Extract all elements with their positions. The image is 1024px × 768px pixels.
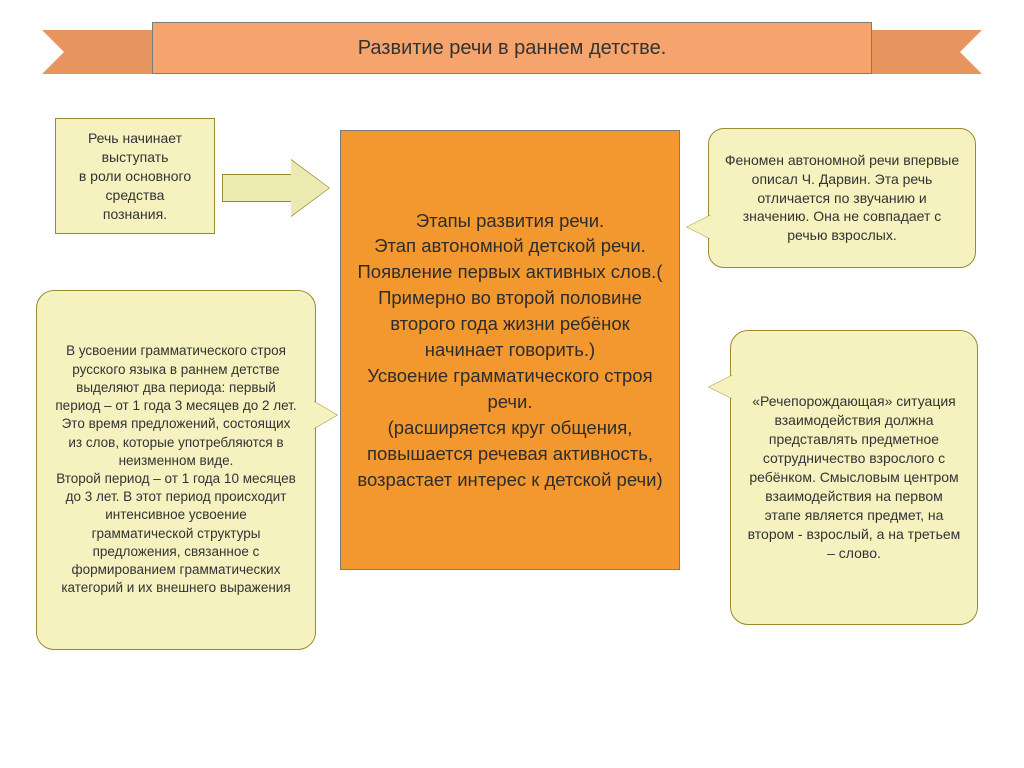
callout-bottom-left-text: В усвоении грамматического строя русског… [53,342,299,597]
callout-bottom-right: «Речепорождающая» ситуация взаимодействи… [730,330,978,625]
box-top-left-text: Речь начинает выступатьв роли основного … [79,130,191,222]
page-title: Развитие речи в раннем детстве. [152,22,872,74]
arrow-icon [222,160,332,216]
callout-bottom-right-text: «Речепорождающая» ситуация взаимодействи… [747,392,961,562]
callout-top-right-text: Феномен автономной речи впервые описал Ч… [723,151,961,245]
center-box-text: Этапы развития речи.Этап автономной детс… [357,208,663,493]
title-text: Развитие речи в раннем детстве. [358,37,667,60]
center-box: Этапы развития речи.Этап автономной детс… [340,130,680,570]
title-banner: Развитие речи в раннем детстве. [152,22,872,82]
callout-top-right: Феномен автономной речи впервые описал Ч… [708,128,976,268]
callout-bottom-left: В усвоении грамматического строя русског… [36,290,316,650]
box-top-left: Речь начинает выступатьв роли основного … [55,118,215,234]
